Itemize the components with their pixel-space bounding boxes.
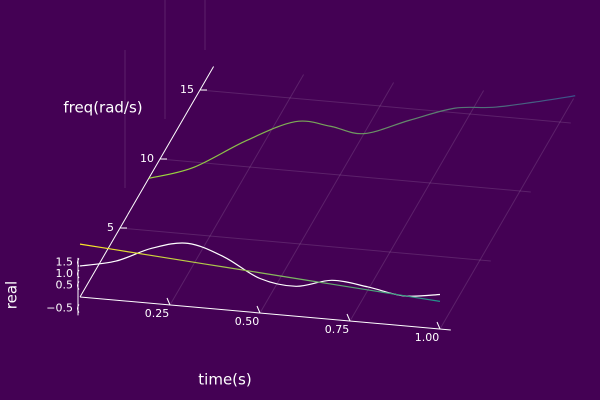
grid-line <box>119 227 491 262</box>
z-tick-label: 1.5 <box>56 256 74 269</box>
data-line <box>79 243 441 302</box>
z-tick-label: 1.0 <box>56 267 74 280</box>
z-tick <box>77 304 80 313</box>
x-tick-label: 0.75 <box>325 323 350 336</box>
grid-line <box>349 90 485 322</box>
y-tick-label: 5 <box>107 221 114 234</box>
grid-line <box>169 74 305 306</box>
x-tick <box>346 313 351 322</box>
grid-line <box>199 89 571 124</box>
y-tick-label: 15 <box>180 83 194 96</box>
z-tick-label: −0.5 <box>46 302 73 315</box>
x-tick-label: 0.25 <box>145 307 170 320</box>
z-tick <box>77 258 80 267</box>
y-tick-label: 10 <box>140 152 154 165</box>
z-tick <box>77 281 80 290</box>
x-tick <box>436 321 441 330</box>
x-tick-label: 1.00 <box>415 331 440 344</box>
grid-line <box>439 98 575 330</box>
grid-line <box>159 158 531 193</box>
x-axis <box>79 296 451 331</box>
x-tick-label: 0.50 <box>235 315 260 328</box>
z-axis-label: real <box>3 281 21 309</box>
grid-line <box>259 82 395 314</box>
data-line <box>148 95 576 179</box>
x-tick <box>166 297 171 306</box>
y-axis-label: freq(rad/s) <box>63 99 142 117</box>
x-axis-label: time(s) <box>198 371 251 389</box>
x-tick <box>256 305 261 314</box>
z-tick <box>77 269 80 279</box>
z-tick-label: 0.5 <box>56 279 74 292</box>
y-axis <box>79 66 215 298</box>
data-line <box>79 242 441 297</box>
